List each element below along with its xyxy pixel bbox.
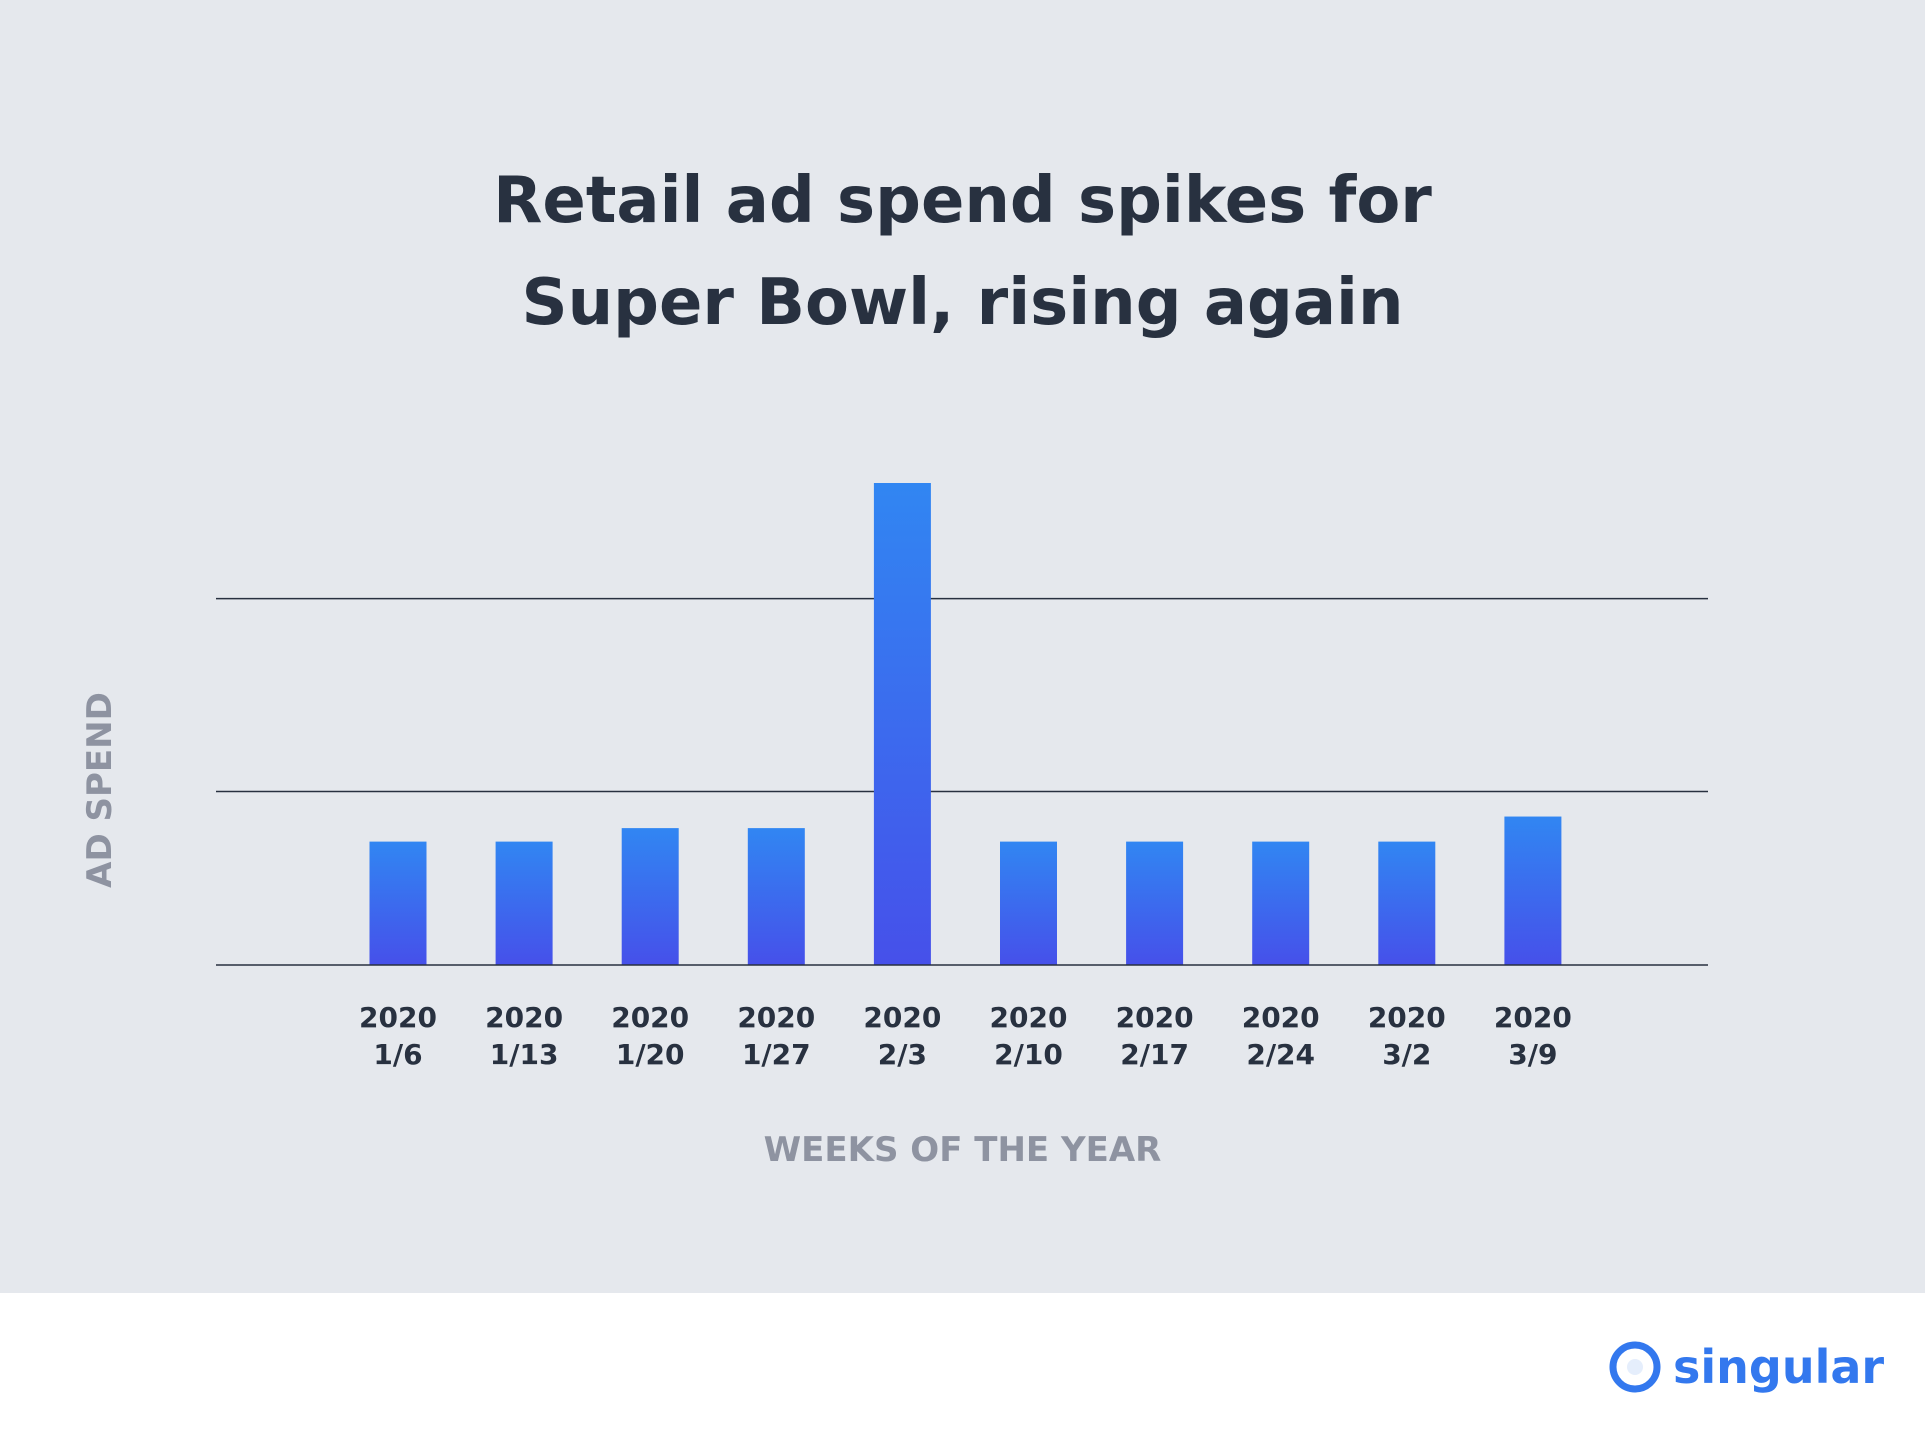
x-tick-label: 2020 2/24 — [1242, 1001, 1320, 1071]
bar-2020-2-24 — [1252, 841, 1310, 965]
chart-title: Retail ad spend spikes for Super Bowl, r… — [0, 150, 1925, 354]
x-tick-label: 2020 1/27 — [737, 1001, 815, 1071]
singular-logo: singular — [1607, 1337, 1884, 1397]
bar-2020-1-6 — [369, 841, 427, 965]
bar-2020-2-10 — [1000, 841, 1057, 965]
bar-2020-1-13 — [495, 841, 553, 965]
x-tick-label: 2020 2/17 — [1116, 1001, 1194, 1071]
bars — [369, 483, 1562, 965]
x-tick-label: 2020 3/9 — [1494, 1001, 1572, 1071]
bar-2020-1-20 — [621, 828, 679, 965]
bar-2020-3-9 — [1504, 816, 1562, 965]
singular-logo-text: singular — [1673, 1340, 1885, 1394]
x-tick-label: 2020 1/6 — [359, 1001, 437, 1071]
chart-background — [0, 0, 1925, 1293]
bar-2020-2-3 — [873, 483, 931, 965]
gridlines — [216, 597, 1708, 793]
x-tick-label: 2020 2/10 — [990, 1001, 1068, 1071]
chart-title-line-1: Retail ad spend spikes for — [493, 164, 1432, 238]
y-axis-label: AD SPEND — [80, 692, 120, 888]
chart-title-line-2: Super Bowl, rising again — [521, 266, 1404, 340]
x-tick-label: 2020 1/13 — [485, 1001, 563, 1071]
x-tick-labels: 2020 1/6 2020 1/13 2020 1/20 2020 1/27 2020 2/3 20… — [359, 1001, 1572, 1071]
bar-2020-3-2 — [1378, 841, 1436, 965]
x-tick-label: 2020 3/2 — [1368, 1001, 1446, 1071]
bar-chart: 2020 1/6 2020 1/13 2020 1/20 2020 1/27 2020 2/3 20… — [216, 483, 1708, 1071]
x-tick-label: 2020 2/3 — [863, 1001, 941, 1071]
bar-2020-2-17 — [1126, 841, 1184, 965]
x-tick-label: 2020 1/20 — [611, 1001, 689, 1071]
x-axis-label: WEEKS OF THE YEAR — [763, 1130, 1162, 1170]
bar-2020-1-27 — [747, 828, 805, 965]
singular-logo-icon — [1609, 1341, 1661, 1393]
